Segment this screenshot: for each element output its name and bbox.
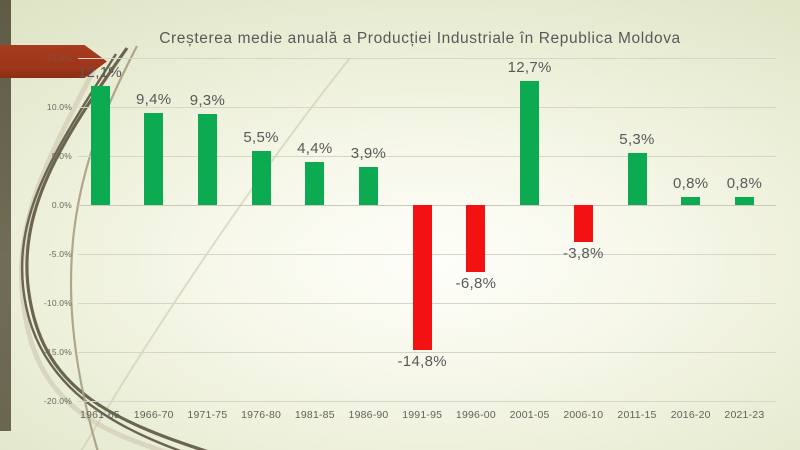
bar-value-label: 0,8% [672,175,709,193]
bar-2016-20 [681,197,701,205]
gridline [78,352,776,353]
x-axis-label-1991-95: 1991-95 [402,409,443,421]
chart-title: Creșterea medie anuală a Producției Indu… [159,30,681,47]
gridline [78,156,776,157]
bar-1991-95 [412,205,432,351]
y-axis-tick-label: -20.0% [43,396,72,406]
y-axis-tick-label: 15.0% [46,53,72,63]
bar-1966-70 [144,112,164,205]
x-axis-label-1961-65: 1961-65 [80,409,120,421]
bar-1961-65 [90,86,110,205]
y-axis-tick-label: 10.0% [46,102,72,112]
y-axis-tick-label: -15.0% [43,347,72,357]
y-axis-tick-label: 0.0% [51,200,72,210]
gridline [78,58,776,59]
bar-1986-90 [359,166,378,205]
y-axis-tick-label: -10.0% [43,298,72,308]
bar-value-label: 5,3% [619,131,655,149]
bar-value-label: 0,8% [726,175,763,193]
bar-value-label: 3,9% [350,144,387,162]
bar-2001-05 [520,80,540,205]
x-axis-label-1976-80: 1976-80 [241,409,282,421]
y-axis-tick-label: 5.0% [51,151,72,161]
x-axis-label-1971-75: 1971-75 [187,409,228,421]
bar-2006-10 [573,205,593,243]
x-axis-label-1981-85: 1981-85 [294,409,335,421]
x-axis-label-1966-70: 1966-70 [133,409,174,421]
bar-value-label: -14,8% [397,353,447,371]
x-axis-label-2006-10: 2006-10 [563,409,604,421]
y-axis-tick-label: -5.0% [48,249,72,259]
x-axis-label-2011-15: 2011-15 [617,409,657,421]
x-axis-label-2021-23: 2021-23 [724,409,765,421]
bar-1981-85 [305,161,325,205]
x-axis-label-1986-90: 1986-90 [348,409,389,421]
bar-value-label: 12,1% [77,64,123,82]
left-edge-strip [0,0,11,431]
bar-value-label: 9,3% [189,91,226,109]
gridline [78,401,776,402]
bar-1976-80 [251,151,271,205]
x-axis-label-2016-20: 2016-20 [670,409,711,421]
bar-2011-15 [627,153,647,205]
bar-value-label: -3,8% [562,245,604,263]
gridline [78,107,776,108]
bar-value-label: -6,8% [455,274,497,292]
x-axis-label-1996-00: 1996-00 [455,409,496,421]
x-axis-label-2001-05: 2001-05 [509,409,550,421]
bar-1996-00 [466,205,486,272]
bar-1971-75 [197,113,217,205]
bar-value-label: 12,7% [507,58,552,76]
bar-2021-23 [734,197,754,205]
